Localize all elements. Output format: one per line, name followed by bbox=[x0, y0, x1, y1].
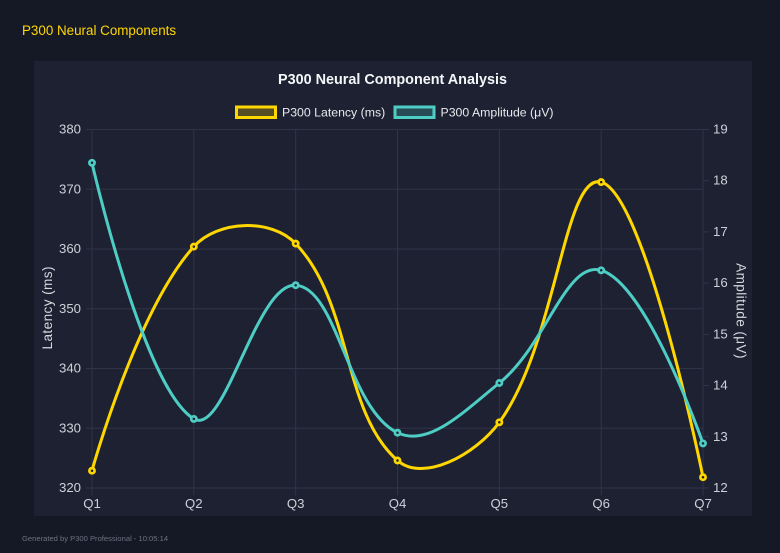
svg-text:Q5: Q5 bbox=[491, 496, 509, 511]
svg-text:P300 Latency (ms): P300 Latency (ms) bbox=[282, 106, 385, 120]
svg-text:Q3: Q3 bbox=[287, 496, 305, 511]
svg-text:19: 19 bbox=[713, 122, 728, 137]
svg-text:Q2: Q2 bbox=[185, 496, 203, 511]
svg-text:Q6: Q6 bbox=[592, 496, 610, 511]
svg-text:12: 12 bbox=[713, 480, 728, 495]
svg-text:330: 330 bbox=[59, 420, 81, 435]
svg-text:320: 320 bbox=[59, 480, 81, 495]
svg-text:13: 13 bbox=[713, 429, 728, 444]
svg-text:14: 14 bbox=[713, 378, 728, 393]
svg-text:P300 Amplitude (μV): P300 Amplitude (μV) bbox=[441, 106, 554, 120]
svg-text:18: 18 bbox=[713, 173, 728, 188]
svg-text:350: 350 bbox=[59, 301, 81, 316]
svg-text:15: 15 bbox=[713, 326, 728, 341]
svg-text:Q1: Q1 bbox=[83, 496, 101, 511]
svg-text:360: 360 bbox=[59, 241, 81, 256]
svg-text:Latency (ms): Latency (ms) bbox=[40, 266, 55, 349]
svg-text:Q7: Q7 bbox=[694, 496, 712, 511]
svg-text:16: 16 bbox=[713, 275, 728, 290]
svg-text:380: 380 bbox=[59, 122, 81, 137]
svg-text:Q4: Q4 bbox=[389, 496, 407, 511]
svg-text:17: 17 bbox=[713, 224, 728, 239]
svg-text:370: 370 bbox=[59, 181, 81, 196]
svg-text:340: 340 bbox=[59, 361, 81, 376]
svg-text:P300 Neural Component Analysis: P300 Neural Component Analysis bbox=[278, 72, 507, 88]
svg-text:Amplitude (μV): Amplitude (μV) bbox=[734, 263, 749, 359]
